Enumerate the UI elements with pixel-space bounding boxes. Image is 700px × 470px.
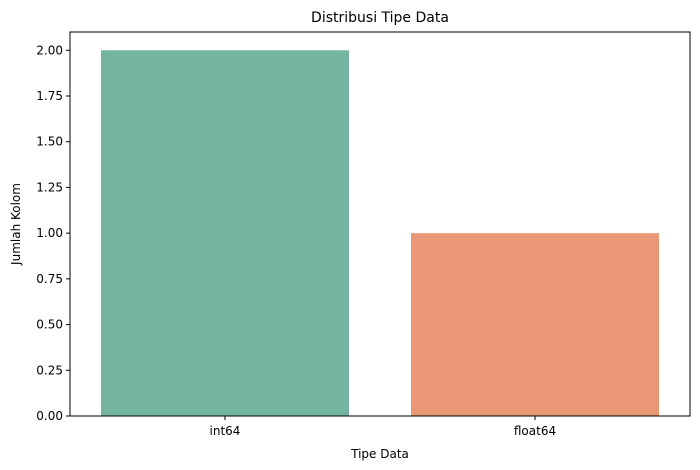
bar-float64 bbox=[411, 233, 659, 416]
bar-int64 bbox=[101, 50, 349, 417]
y-tick-label: 1.50 bbox=[36, 135, 63, 149]
y-tick-label: 2.00 bbox=[36, 43, 63, 57]
x-axis-label: Tipe Data bbox=[350, 447, 409, 461]
y-tick-label: 1.75 bbox=[36, 89, 63, 103]
y-axis-label: Jumlah Kolom bbox=[9, 183, 23, 266]
y-tick-label: 0.75 bbox=[36, 272, 63, 286]
x-tick-label: int64 bbox=[210, 424, 241, 438]
x-axis: int64 float64 bbox=[210, 416, 556, 438]
plot-area-frame bbox=[69, 31, 691, 417]
y-tick-label: 1.25 bbox=[36, 180, 63, 194]
x-tick-label: float64 bbox=[514, 424, 556, 438]
y-tick-label: 0.50 bbox=[36, 318, 63, 332]
bars-layer bbox=[101, 50, 659, 417]
y-tick-label: 0.25 bbox=[36, 363, 63, 377]
y-tick-label: 0.00 bbox=[36, 409, 63, 423]
chart-title: Distribusi Tipe Data bbox=[311, 10, 449, 26]
y-axis: 0.00 0.25 0.50 0.75 1.00 1.25 1.50 1.75 2.00 bbox=[36, 43, 70, 423]
y-tick-label: 1.00 bbox=[36, 226, 63, 240]
